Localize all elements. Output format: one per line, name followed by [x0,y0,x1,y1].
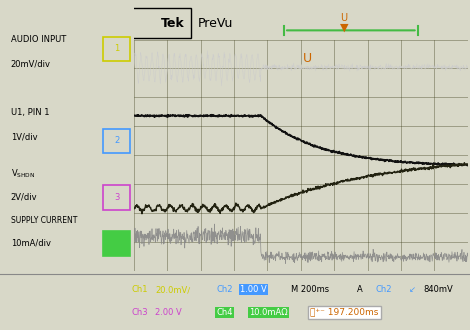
Text: U: U [303,51,312,65]
Text: Ch4: Ch4 [216,308,233,317]
Text: ▼: ▼ [340,23,348,33]
Text: 🕑⁺⁻ 197.200ms: 🕑⁺⁻ 197.200ms [310,308,378,317]
Text: Ch2: Ch2 [376,285,392,294]
Text: 2: 2 [114,136,119,145]
Text: ↙: ↙ [409,285,416,294]
Text: Ch2: Ch2 [216,285,233,294]
Text: 20.0mV∕: 20.0mV∕ [155,285,190,294]
Text: V$_{\mathrm{SHDN}}$: V$_{\mathrm{SHDN}}$ [11,168,35,180]
Text: 3: 3 [114,193,119,202]
Text: Tek: Tek [161,16,184,30]
Text: SUPPLY CURRENT: SUPPLY CURRENT [11,216,77,225]
Text: 10mA/div: 10mA/div [11,238,51,247]
Text: U1, PIN 1: U1, PIN 1 [11,108,49,117]
Text: PreVu: PreVu [197,16,233,30]
Text: 2V/div: 2V/div [11,192,37,201]
Text: 840mV: 840mV [423,285,453,294]
Text: AUDIO INPUT: AUDIO INPUT [11,35,66,44]
Text: 1.00 V: 1.00 V [240,285,266,294]
Text: 1: 1 [114,44,119,53]
Text: 4: 4 [114,239,119,248]
Text: Ch1: Ch1 [132,285,148,294]
FancyBboxPatch shape [103,231,130,256]
Text: 20mV/div: 20mV/div [11,59,51,69]
Text: 2.00 V: 2.00 V [155,308,182,317]
Text: U: U [341,14,348,23]
Text: Ch3: Ch3 [132,308,148,317]
Text: M 200ms: M 200ms [291,285,329,294]
Text: 1V/div: 1V/div [11,133,37,142]
Text: A: A [357,285,363,294]
Text: 10.0mAΩ: 10.0mAΩ [249,308,288,317]
